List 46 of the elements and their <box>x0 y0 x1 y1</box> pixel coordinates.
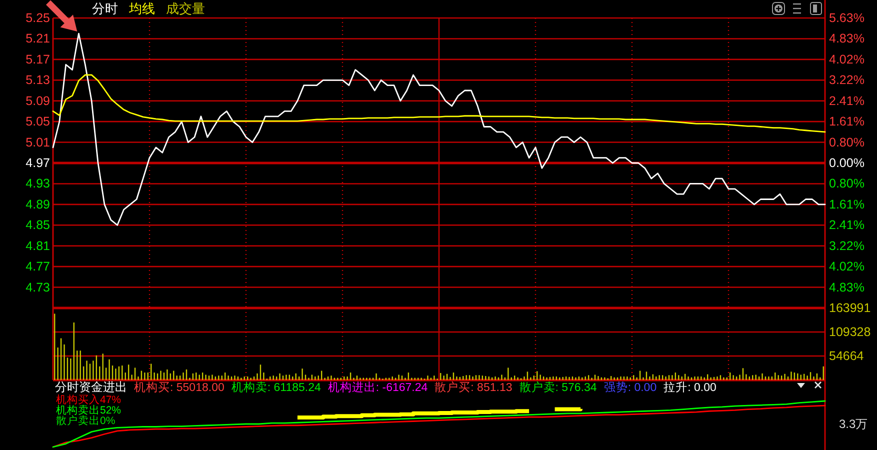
y-tick-label: 4.81 <box>26 238 50 253</box>
y-tick-label: 5.05 <box>26 114 50 129</box>
series-label: 分时 <box>92 1 118 16</box>
y-tick-label: 5.17 <box>26 52 50 66</box>
text: 成交量 <box>166 1 205 16</box>
y2-tick-label: 5.63% <box>829 11 864 25</box>
y-tick-label: 4.89 <box>26 197 50 212</box>
text: 均线 <box>128 1 155 16</box>
series-label: 机构卖出52% <box>56 404 122 416</box>
y2-tick-label: 109328 <box>829 325 871 339</box>
y2-tick-label: 1.61% <box>829 114 864 129</box>
y-tick-label: 5.13 <box>26 73 50 88</box>
y2-tick-label: 4.02% <box>829 52 864 66</box>
y2-tick-label: 2.41% <box>829 218 864 232</box>
y2-tick-label: 54664 <box>829 349 864 363</box>
text: 机构进出: -6167.24 <box>328 381 428 394</box>
y2-tick-label: 0.80% <box>829 176 864 191</box>
y-tick-label: 4.85 <box>26 218 50 232</box>
y-tick-label: 4.93 <box>26 176 50 191</box>
y-tick-label: 5.25 <box>26 11 50 25</box>
y-tick-label: 5.01 <box>26 135 50 150</box>
y2-tick-label: 4.83% <box>829 32 864 46</box>
y2-tick-label: 2.41% <box>829 94 864 108</box>
y-tick-label: 5.21 <box>26 32 50 46</box>
text: 机构卖: 61185.24 <box>231 381 322 394</box>
y2-tick-label: 3.22% <box>829 73 864 88</box>
y2-tick-label: 0.00% <box>829 156 864 170</box>
y2-tick-label: 163991 <box>829 301 871 315</box>
chart-title: 分时资金进出 <box>55 380 127 394</box>
text: 机构买: 55018.00 <box>134 381 224 394</box>
y2-tick-label: 0.80% <box>829 135 864 150</box>
y-tick-label: 4.73 <box>26 280 50 294</box>
y2-tick-label: 3.22% <box>829 238 864 253</box>
text: 散户买: 851.13 <box>434 380 512 394</box>
y2-tick-label: 4.83% <box>829 280 864 294</box>
y2-tick-label: 1.61% <box>829 197 864 212</box>
y2-axis-title: 3.3万 <box>839 417 868 431</box>
text: 强势: 0.00 <box>604 381 657 394</box>
y2-tick-label: 4.02% <box>829 260 864 274</box>
y-tick-label: 4.97 <box>26 156 50 170</box>
text: 拉升: 0.00 <box>664 381 716 394</box>
y-tick-label: 5.09 <box>26 94 50 108</box>
text: 机构买入47% <box>56 393 122 406</box>
annotation: 散户卖出0% <box>56 414 116 427</box>
text: 散户卖: 576.34 <box>519 380 598 394</box>
y-tick-label: 4.77 <box>26 260 50 274</box>
